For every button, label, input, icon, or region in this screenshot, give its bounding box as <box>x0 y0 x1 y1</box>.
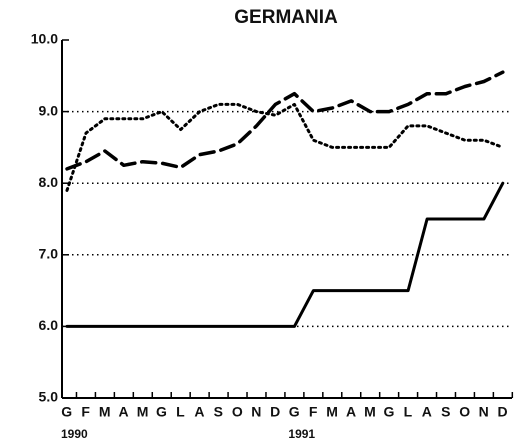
x-tick-label: O <box>232 404 243 420</box>
x-tick-label: G <box>383 404 394 420</box>
x-tick-label: A <box>194 404 205 420</box>
x-tick-label: M <box>326 404 338 420</box>
x-tick-label: L <box>404 404 413 420</box>
x-tick-label: O <box>459 404 470 420</box>
x-tick-label: A <box>346 404 357 420</box>
y-tick-label: 6.0 <box>39 317 59 333</box>
x-tick-label: G <box>61 404 72 420</box>
x-tick-label: F <box>81 404 90 420</box>
x-tick-label: N <box>251 404 262 420</box>
y-tick-label: 9.0 <box>39 102 59 118</box>
chart-title: GERMANIA <box>234 7 338 28</box>
series-line <box>65 70 505 171</box>
series-line <box>65 181 505 328</box>
year-label: 1991 <box>288 427 315 441</box>
x-tick-label: A <box>422 404 433 420</box>
year-label: 1990 <box>61 427 88 441</box>
series-line <box>65 102 505 192</box>
x-tick-label: M <box>137 404 149 420</box>
y-tick-label: 7.0 <box>39 246 59 262</box>
x-tick-label: G <box>156 404 167 420</box>
x-tick-label: N <box>479 404 490 420</box>
y-tick-label: 10.0 <box>31 31 58 47</box>
x-tick-label: L <box>176 404 185 420</box>
x-tick-label: A <box>119 404 130 420</box>
x-tick-label: G <box>289 404 300 420</box>
x-tick-label: D <box>498 404 509 420</box>
x-tick-label: F <box>309 404 318 420</box>
x-tick-label: D <box>270 404 281 420</box>
x-tick-label: M <box>364 404 376 420</box>
x-tick-label: S <box>214 404 224 420</box>
y-tick-label: 8.0 <box>39 174 59 190</box>
x-tick-label: S <box>441 404 451 420</box>
y-tick-label: 5.0 <box>39 389 59 405</box>
x-tick-label: M <box>99 404 111 420</box>
